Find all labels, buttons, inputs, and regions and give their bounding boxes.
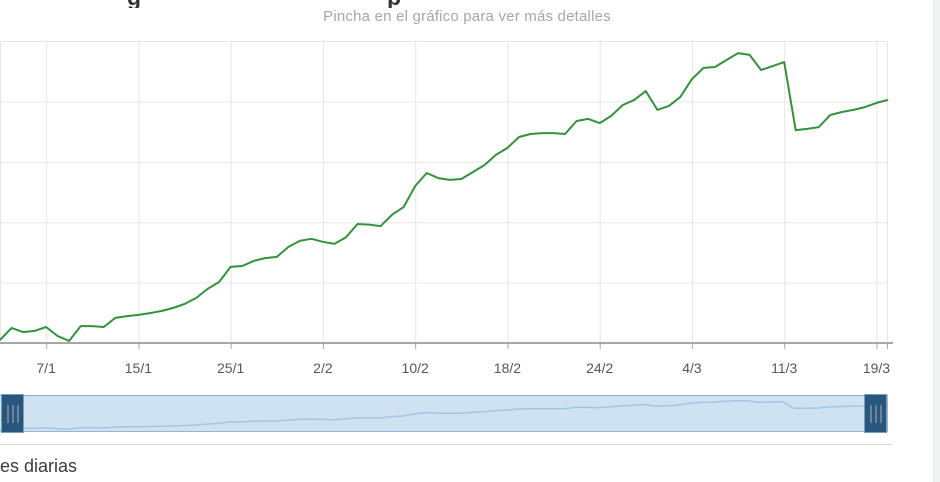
navigator-handle-right[interactable] [864, 394, 887, 433]
section-divider [0, 444, 893, 445]
series-line [0, 52, 889, 342]
x-axis-labels: 7/1 15/1 25/1 2/2 10/2 18/2 24/2 4/3 11/3 19/3 [0, 360, 893, 378]
drag-grip-icon [6, 404, 9, 423]
line-chart [0, 41, 893, 349]
x-axis-label: 11/3 [771, 360, 798, 376]
x-axis-label: 18/2 [493, 360, 522, 376]
navigator-mini-line [0, 399, 886, 431]
chart-subtitle: Pincha en el gráfico para ver más detall… [323, 8, 611, 25]
section-heading: es diarias [0, 456, 78, 476]
navigator-handle-left[interactable] [1, 394, 24, 433]
drag-grip-icon [879, 404, 882, 423]
drag-grip-icon [11, 404, 14, 423]
drag-grip-icon [874, 404, 877, 423]
title-fragment: p [387, 0, 401, 8]
x-axis-label: 24/2 [586, 360, 614, 376]
navigator-series-line [0, 399, 886, 431]
drag-grip-icon [16, 404, 19, 423]
x-axis-label: 19/3 [862, 360, 891, 376]
x-axis-label: 7/1 [36, 360, 56, 376]
page-scrollbar[interactable] [933, 0, 940, 482]
chart-navigator[interactable] [0, 394, 888, 433]
x-axis-label: 10/2 [401, 360, 429, 376]
drag-grip-icon [869, 404, 872, 423]
x-axis-label: 4/3 [682, 360, 702, 376]
clipped-page-title: g p [0, 0, 600, 8]
x-axis-label: 25/1 [217, 360, 245, 376]
x-axis-label: 2/2 [313, 360, 333, 376]
title-fragment: g [127, 0, 141, 8]
x-axis-label: 15/1 [124, 360, 152, 376]
chart-plot-area[interactable] [0, 41, 893, 353]
